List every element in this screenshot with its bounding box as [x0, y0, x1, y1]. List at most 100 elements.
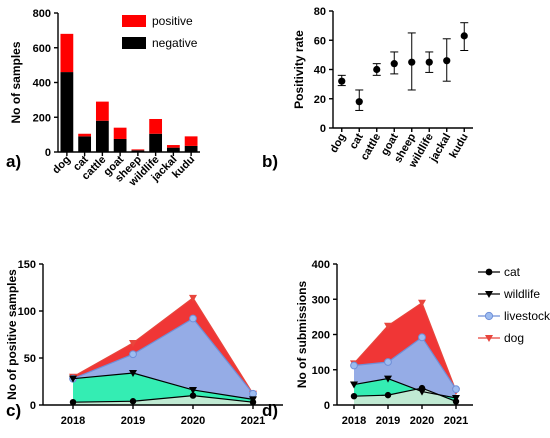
b-y-tick-label: 40 [314, 65, 326, 77]
a-y-tick-label: 400 [33, 78, 51, 90]
a-bar-negative-wildlife [149, 133, 163, 152]
d-legend-marker-wildlife [485, 291, 493, 298]
c-y-tick-label: 50 [24, 353, 36, 365]
d-legend-label: livestock [504, 309, 550, 323]
d-point-cat-2019 [384, 391, 392, 399]
b-y-axis-label: Positivity rate [292, 30, 306, 109]
a-y-tick-label: 0 [45, 147, 51, 159]
a-y-tick-label: 800 [33, 8, 51, 20]
a-bar-negative-dog [60, 72, 74, 152]
a-bar-positive-cat [78, 133, 92, 137]
a-bar-positive-kudu [184, 136, 198, 146]
c-point-wildlife-2020 [189, 386, 197, 394]
d-y-tick-label: 300 [312, 294, 330, 306]
b-point-kudu [460, 32, 468, 40]
c-line-cat [72, 394, 254, 403]
c-y-tick-label: 150 [18, 259, 36, 271]
b-x-tick-label: dog [328, 132, 348, 155]
a-bar-negative-jackal [166, 147, 180, 152]
d-line-cat [353, 387, 457, 403]
a-y-tick-label: 200 [33, 112, 51, 124]
d-point-wildlife-2018 [350, 381, 358, 389]
d-x-tick-label: 2020 [410, 415, 434, 427]
a-bar-negative-cat [78, 136, 92, 152]
c-line-wildlife [72, 372, 254, 400]
b-x-tick-label: kudu [447, 132, 471, 161]
d-legend-marker-dog [485, 335, 493, 342]
c-point-livestock-2020 [189, 314, 197, 323]
b-panel-label: b) [262, 152, 278, 171]
a-panel-label: a) [6, 152, 21, 171]
d-line-livestock [353, 336, 457, 390]
c-point-dog-2020 [189, 294, 197, 302]
c-point-cat-2020 [189, 392, 197, 399]
a-bar-positive-cattle [95, 101, 109, 121]
c-y-axis-label: No of positive samples [5, 269, 19, 400]
d-legend-label: wildlife [503, 287, 540, 301]
c-x-tick-label: 2021 [241, 415, 265, 427]
c-line-livestock [72, 317, 254, 395]
d-legend-label: cat [504, 265, 521, 279]
d-x-tick-label: 2021 [444, 415, 468, 427]
b-y-tick-label: 60 [314, 35, 326, 47]
c-point-wildlife-2018 [69, 375, 77, 383]
a-bar-negative-cattle [95, 120, 109, 152]
d-point-cat-2018 [350, 392, 358, 400]
c-point-livestock-2021 [249, 389, 257, 398]
c-y-tick-label: 100 [18, 306, 36, 318]
b-point-jackal [443, 57, 451, 65]
a-legend-label: positive [152, 14, 193, 28]
d-area-cat [354, 388, 456, 405]
c-area-cat [73, 395, 253, 405]
c-y-tick-label: 0 [30, 400, 36, 412]
c-x-tick-label: 2019 [121, 415, 145, 427]
b-y-tick-label: 80 [314, 6, 326, 18]
c-point-cat-2018 [69, 398, 77, 406]
d-point-dog-2019 [384, 322, 392, 330]
d-point-livestock-2021 [452, 385, 460, 394]
d-point-livestock-2018 [350, 361, 358, 370]
d-panel-label: d) [262, 401, 278, 420]
c-point-cat-2021 [249, 398, 257, 406]
c-point-cat-2019 [129, 398, 137, 405]
b-point-cat [355, 98, 363, 106]
b-point-sheep [408, 58, 416, 66]
a-bar-positive-jackal [166, 145, 180, 148]
a-bar-negative-kudu [184, 145, 198, 152]
a-bar-positive-dog [60, 33, 74, 73]
c-line-dog [72, 296, 254, 395]
c-panel-label: c) [6, 401, 21, 420]
a-bar-positive-goat [113, 127, 127, 139]
c-x-tick-label: 2020 [181, 415, 205, 427]
a-x-tick-label: dog [50, 154, 73, 177]
d-point-wildlife-2019 [384, 375, 392, 383]
a-y-tick-label: 600 [33, 43, 51, 55]
d-y-tick-label: 400 [312, 259, 330, 271]
a-y-axis-label: No of samples [9, 41, 23, 123]
d-legend-label: dog [504, 331, 524, 345]
d-point-cat-2020 [418, 384, 426, 392]
c-point-dog-2019 [129, 339, 137, 347]
d-point-livestock-2020 [418, 333, 426, 342]
d-x-tick-label: 2018 [342, 415, 366, 427]
d-y-tick-label: 0 [324, 400, 330, 412]
a-bar-negative-sheep [131, 150, 145, 152]
d-legend-marker-cat [485, 268, 493, 276]
b-point-dog [338, 77, 346, 85]
b-point-wildlife [425, 58, 433, 66]
b-y-tick-label: 20 [314, 94, 326, 106]
b-point-goat [390, 60, 398, 68]
a-legend-swatch-positive [122, 15, 146, 27]
a-legend-swatch-negative [122, 37, 146, 49]
d-point-cat-2021 [452, 398, 460, 405]
c-point-wildlife-2019 [129, 370, 137, 378]
c-point-livestock-2019 [129, 350, 137, 359]
a-bar-positive-sheep [131, 149, 145, 151]
c-x-tick-label: 2018 [61, 415, 85, 427]
b-point-cattle [373, 65, 381, 74]
d-y-axis-label: No of submissions [295, 281, 309, 389]
b-y-tick-label: 0 [320, 123, 326, 135]
a-bar-negative-goat [113, 138, 127, 152]
d-point-livestock-2019 [384, 358, 392, 366]
